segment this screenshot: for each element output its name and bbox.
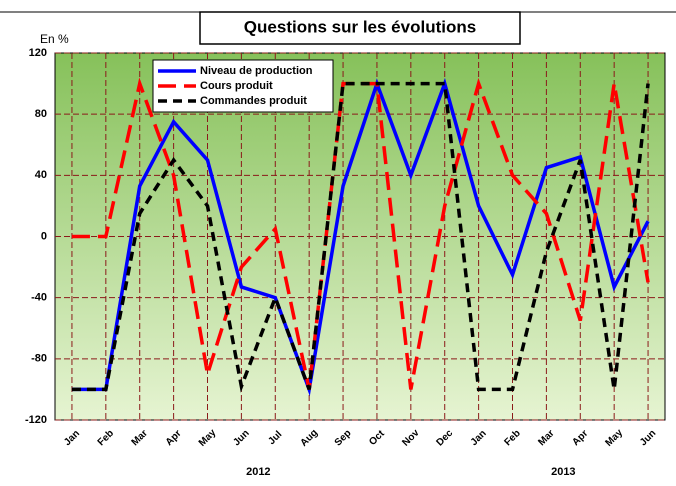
y-unit: En % xyxy=(40,32,69,46)
y-tick-label: -120 xyxy=(25,414,47,426)
x-tick-label: Jan xyxy=(62,428,82,448)
legend-label: Niveau de production xyxy=(200,65,313,77)
x-tick-label: Mar xyxy=(130,428,150,448)
x-tick-label: May xyxy=(603,427,625,449)
x-tick-label: Feb xyxy=(502,428,522,448)
y-tick-label: 40 xyxy=(35,169,47,181)
x-tick-label: Sep xyxy=(333,428,354,449)
y-tick-label: -80 xyxy=(31,353,47,365)
x-tick-label: Dec xyxy=(434,427,455,448)
x-tick-label: May xyxy=(197,427,219,449)
x-tick-label: Mar xyxy=(536,428,556,448)
legend-label: Cours produit xyxy=(200,80,273,92)
year-label: 2012 xyxy=(246,466,270,478)
x-tick-label: Apr xyxy=(164,428,184,448)
legend-box xyxy=(152,59,334,113)
x-tick-label: Oct xyxy=(367,428,387,448)
x-tick-label: Apr xyxy=(570,428,590,448)
y-tick-label: 120 xyxy=(29,47,47,59)
series-line xyxy=(71,77,650,390)
title-box xyxy=(199,11,521,45)
y-tick-label: 0 xyxy=(41,230,47,242)
y-tick-label: 80 xyxy=(35,108,47,120)
x-tick-label: Nov xyxy=(400,427,421,448)
x-tick-label: Jun xyxy=(231,428,251,448)
x-tick-label: Jan xyxy=(469,428,489,448)
y-tick-label: -40 xyxy=(31,292,47,304)
x-tick-label: Feb xyxy=(96,428,116,448)
year-label: 2013 xyxy=(551,466,575,478)
x-tick-label: Jun xyxy=(638,428,658,448)
x-tick-label: Jul xyxy=(266,429,284,447)
x-tick-label: Aug xyxy=(298,427,320,449)
chart-title: Questions sur les évolutions xyxy=(244,17,476,36)
legend-label: Commandes produit xyxy=(200,95,307,107)
series-line xyxy=(71,77,650,397)
